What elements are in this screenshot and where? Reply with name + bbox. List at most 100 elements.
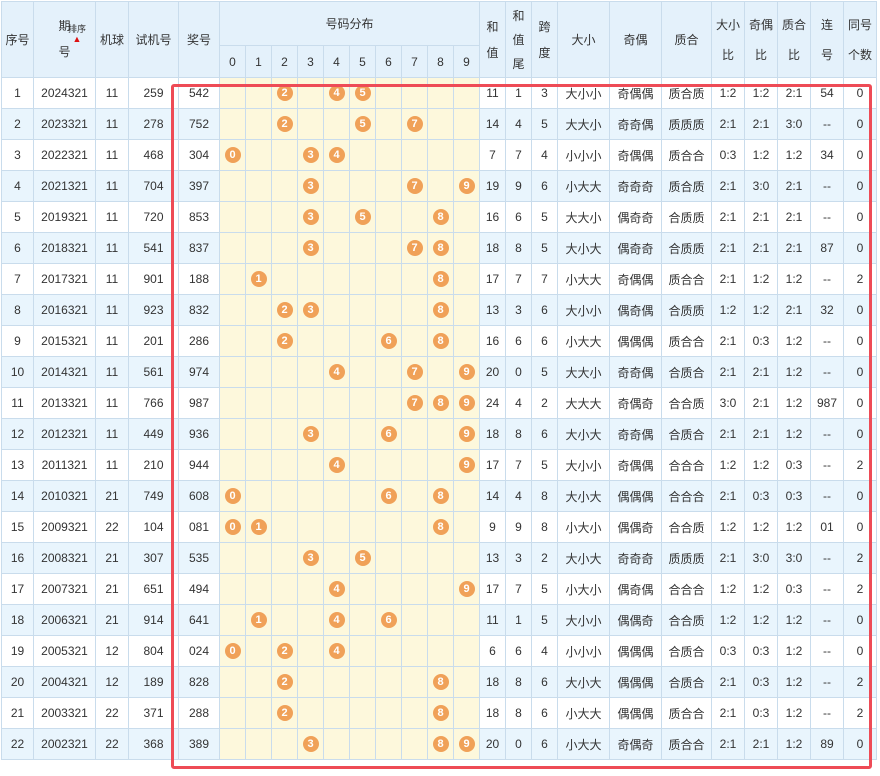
- distribution-cell-8: 8: [427, 201, 454, 233]
- cell-big-small-ratio: 2:1: [711, 728, 745, 760]
- distribution-cell-7: [401, 604, 428, 636]
- cell-sum-tail: 4: [505, 387, 532, 419]
- cell-prime-comp-ratio: 1:2: [777, 604, 811, 636]
- cell-machine-ball: 11: [95, 108, 129, 140]
- header-period-label: 期号: [58, 19, 71, 59]
- cell-machine-ball: 21: [95, 542, 129, 574]
- header-distribution: 号码分布: [219, 1, 480, 46]
- cell-odd-even-ratio: 2:1: [744, 387, 778, 419]
- cell-seq: 16: [1, 542, 34, 574]
- distribution-cell-1: 1: [245, 604, 272, 636]
- distribution-cell-7: [401, 728, 428, 760]
- cell-prime-comp: 合质质: [661, 294, 712, 326]
- cell-odd-even: 奇奇奇: [609, 170, 662, 202]
- number-ball: 2: [276, 333, 293, 349]
- cell-seq: 10: [1, 356, 34, 388]
- sort-label: 排序: [68, 24, 87, 34]
- cell-machine-ball: 12: [95, 666, 129, 698]
- cell-prime-comp-ratio: 1:2: [777, 139, 811, 171]
- cell-seq: 14: [1, 480, 34, 512]
- distribution-cell-8: [427, 573, 454, 605]
- cell-consecutive: --: [810, 170, 844, 202]
- table-row: 20 2004321 12 189 828 2 8 18 8 6 大小大 偶偶偶 合质合 2:1 0:3 1:…: [1, 666, 877, 698]
- cell-test-no: 923: [128, 294, 179, 326]
- cell-same-count: 0: [843, 635, 877, 667]
- cell-consecutive: --: [810, 635, 844, 667]
- distribution-cell-4: 4: [323, 139, 350, 171]
- distribution-cell-0: 0: [219, 139, 246, 171]
- cell-prize-no: 752: [178, 108, 220, 140]
- number-ball: 3: [302, 209, 319, 225]
- distribution-cell-3: [297, 387, 324, 419]
- header-period[interactable]: 期号 排序 ▲: [33, 1, 96, 78]
- cell-big-small-ratio: 2:1: [711, 418, 745, 450]
- cell-span: 8: [531, 480, 558, 512]
- distribution-cell-6: [375, 697, 402, 729]
- cell-machine-ball: 21: [95, 480, 129, 512]
- cell-prime-comp: 合质质: [661, 232, 712, 264]
- number-ball: 8: [432, 271, 449, 287]
- cell-sum-tail: 9: [505, 511, 532, 543]
- header-sum: 和值: [479, 1, 506, 78]
- cell-prize-no: 641: [178, 604, 220, 636]
- header-seq: 序号: [1, 1, 34, 78]
- cell-prime-comp: 合合质: [661, 387, 712, 419]
- distribution-cell-9: 9: [453, 728, 480, 760]
- distribution-cell-7: [401, 542, 428, 574]
- distribution-cell-4: [323, 325, 350, 357]
- table-row: 3 2022321 11 468 304 0 3 4 7 7 4 小小小 奇偶偶 质合合 0:3 1:2 1:2…: [1, 139, 877, 171]
- cell-prize-no: 542: [178, 77, 220, 109]
- cell-machine-ball: 12: [95, 635, 129, 667]
- distribution-cell-4: [323, 232, 350, 264]
- distribution-cell-7: [401, 139, 428, 171]
- cell-test-no: 449: [128, 418, 179, 450]
- distribution-cell-8: 8: [427, 232, 454, 264]
- cell-sum-tail: 8: [505, 697, 532, 729]
- distribution-cell-6: [375, 263, 402, 295]
- cell-big-small: 大小小: [557, 604, 610, 636]
- cell-sum: 18: [479, 666, 506, 698]
- cell-machine-ball: 22: [95, 511, 129, 543]
- cell-sum-tail: 9: [505, 170, 532, 202]
- cell-big-small: 小大大: [557, 170, 610, 202]
- cell-big-small-ratio: 1:2: [711, 77, 745, 109]
- cell-big-small: 大小大: [557, 666, 610, 698]
- distribution-cell-5: 5: [349, 108, 376, 140]
- cell-test-no: 259: [128, 77, 179, 109]
- cell-sum-tail: 8: [505, 418, 532, 450]
- distribution-cell-3: [297, 325, 324, 357]
- table-row: 18 2006321 21 914 641 1 4 6 11 1 5 大小小 偶偶奇 合合质 1:2 1:2 1…: [1, 604, 877, 636]
- distribution-cell-6: [375, 294, 402, 326]
- cell-period: 2024321: [33, 77, 96, 109]
- distribution-cell-0: [219, 201, 246, 233]
- distribution-cell-9: [453, 542, 480, 574]
- sort-control[interactable]: 排序 ▲: [68, 24, 86, 44]
- cell-prime-comp-ratio: 2:1: [777, 77, 811, 109]
- cell-span: 5: [531, 108, 558, 140]
- cell-prime-comp: 质合质: [661, 170, 712, 202]
- cell-sum: 24: [479, 387, 506, 419]
- cell-odd-even-ratio: 2:1: [744, 728, 778, 760]
- cell-sum-tail: 8: [505, 232, 532, 264]
- cell-period: 2009321: [33, 511, 96, 543]
- cell-odd-even: 奇偶奇: [609, 728, 662, 760]
- distribution-cell-2: [271, 511, 298, 543]
- distribution-cell-9: [453, 604, 480, 636]
- distribution-cell-1: [245, 356, 272, 388]
- cell-span: 4: [531, 635, 558, 667]
- digit-header-5: 5: [349, 45, 376, 78]
- cell-prime-comp-ratio: 1:2: [777, 635, 811, 667]
- header-test-no: 试机号: [128, 1, 179, 78]
- distribution-cell-0: [219, 356, 246, 388]
- cell-prize-no: 828: [178, 666, 220, 698]
- distribution-cell-0: [219, 542, 246, 574]
- cell-big-small-ratio: 2:1: [711, 108, 745, 140]
- table-row: 7 2017321 11 901 188 1 8 17 7 7 小大大 奇偶偶 质合合 2:1 1:2 1:2…: [1, 263, 877, 295]
- cell-consecutive: --: [810, 201, 844, 233]
- cell-same-count: 0: [843, 232, 877, 264]
- cell-span: 5: [531, 604, 558, 636]
- cell-sum: 13: [479, 542, 506, 574]
- distribution-cell-0: [219, 573, 246, 605]
- number-ball: 3: [302, 426, 319, 442]
- distribution-cell-4: [323, 418, 350, 450]
